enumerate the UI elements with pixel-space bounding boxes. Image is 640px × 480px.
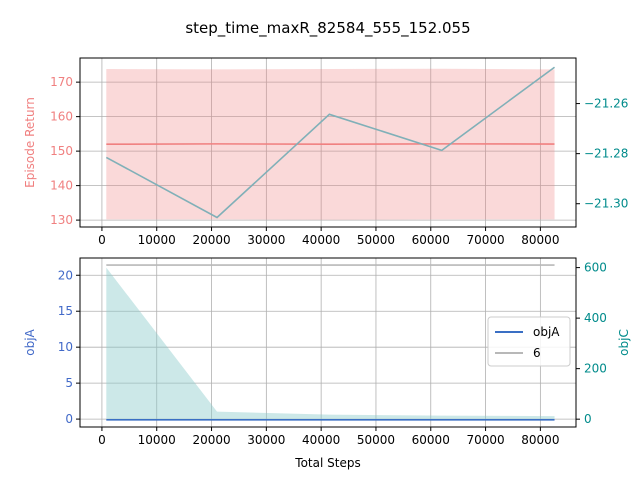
right-y-tick-label: 200 (584, 362, 607, 376)
left-y-tick-label: 0 (65, 412, 73, 426)
x-tick-label: 0 (98, 233, 106, 247)
left-y-tick-label: 150 (50, 144, 73, 158)
x-tick-label: 20000 (192, 233, 230, 247)
x-tick-label: 10000 (138, 433, 176, 447)
left-y-tick-label: 160 (50, 110, 73, 124)
legend-label-6: 6 (533, 346, 541, 360)
x-tick-label: 80000 (521, 233, 559, 247)
x-tick-label: 0 (98, 433, 106, 447)
x-tick-label: 60000 (412, 433, 450, 447)
plot-frame (79, 57, 577, 228)
x-tick-label: 30000 (247, 433, 285, 447)
series-line (105, 66, 556, 219)
x-tick-label: 10000 (138, 233, 176, 247)
x-tick-label: 50000 (357, 433, 395, 447)
x-tick-label: 80000 (521, 433, 559, 447)
right-y-tick-label: 600 (584, 261, 607, 275)
bottom-chart-panel: 0 10000 20000 30000 40000 50000 60000 70000 8000… (23, 257, 631, 470)
right-y-tick-label: 0 (584, 412, 592, 426)
x-tick-label: 60000 (412, 233, 450, 247)
right-y-axis-label: objC (617, 329, 631, 356)
x-tick-label: 20000 (192, 433, 230, 447)
x-tick-label: 50000 (357, 233, 395, 247)
legend-label-objA: objA (533, 325, 560, 339)
x-tick-label: 30000 (247, 233, 285, 247)
plot-frame (79, 257, 577, 428)
right-y-tick-label: −21.26 (584, 97, 628, 111)
left-y-tick-label: 10 (58, 340, 73, 354)
left-y-tick-label: 5 (65, 376, 73, 390)
left-y-axis-label: objA (23, 328, 37, 355)
x-tick-label: 40000 (302, 233, 340, 247)
right-y-tick-label: 400 (584, 311, 607, 325)
x-axis-label: Total Steps (294, 456, 360, 470)
top-chart-panel: 0 10000 20000 30000 40000 50000 60000 70000 8000… (23, 57, 628, 247)
left-y-tick-label: 15 (58, 304, 73, 318)
left-y-tick-label: 130 (50, 213, 73, 227)
confidence-band (106, 267, 555, 420)
left-y-tick-label: 20 (58, 268, 73, 282)
right-y-tick-label: −21.30 (584, 197, 628, 211)
right-y-tick-label: −21.28 (584, 147, 628, 161)
left-y-axis-label: Episode Return (23, 97, 37, 188)
x-tick-label: 40000 (302, 433, 340, 447)
x-tick-label: 70000 (466, 433, 504, 447)
x-tick-label: 70000 (466, 233, 504, 247)
figure-title: step_time_maxR_82584_555_152.055 (185, 19, 470, 38)
left-y-tick-label: 170 (50, 75, 73, 89)
left-y-tick-label: 140 (50, 179, 73, 193)
